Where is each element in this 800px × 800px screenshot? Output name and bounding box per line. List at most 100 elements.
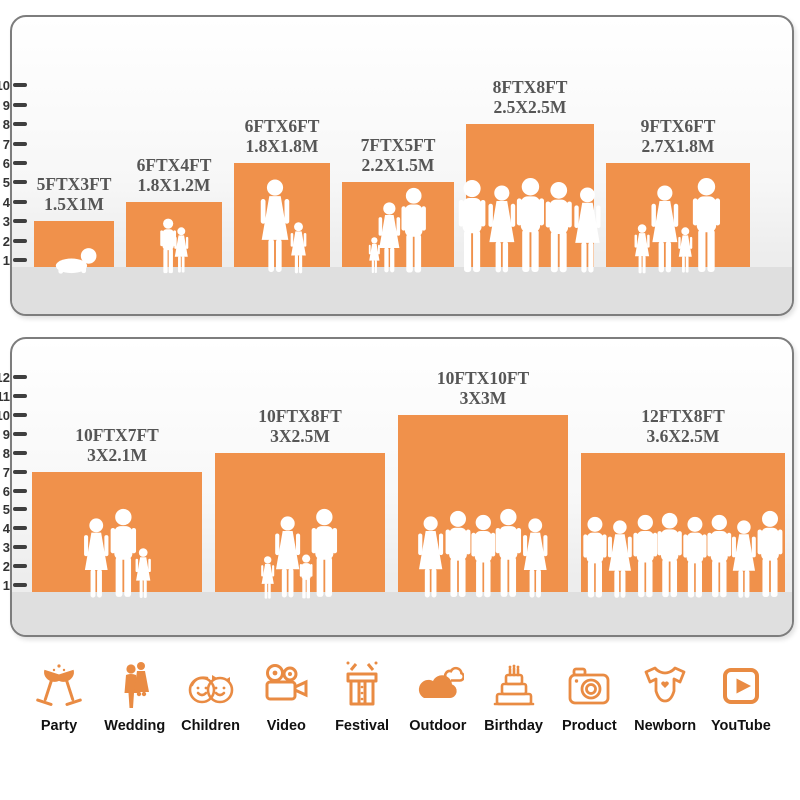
festival-icon [336, 660, 388, 712]
axis-tick-label: 10 [0, 78, 10, 94]
backdrop-size-label-ft: 6FTX6FT [244, 116, 320, 136]
axis-tick-label: 6 [2, 156, 10, 171]
axis-tick [13, 219, 27, 224]
axis-tick [13, 583, 27, 587]
category-label: Outdoor [409, 718, 467, 734]
axis-tick [13, 83, 27, 88]
axis-tick-label: 9 [2, 426, 10, 442]
category-product: Product [556, 660, 622, 734]
backdrop-size-label-m: 3X2.5M [270, 425, 330, 446]
axis-tick-label: 9 [2, 97, 10, 113]
axis-tick-label: 4 [2, 521, 10, 537]
backdrop-size-label: 9FTX6FT 2.7X1.8M [566, 116, 790, 156]
category-outdoor: Outdoor [405, 660, 471, 734]
backdrop-size-label-ft: 12FTX8FT [641, 405, 725, 426]
youtube-icon [715, 660, 767, 712]
woman-silhouette [570, 187, 605, 274]
axis-tick-label: 10 [0, 407, 10, 423]
axis-tick-label: 7 [2, 464, 10, 480]
axis-tick [13, 180, 27, 185]
axis-tick [13, 488, 27, 493]
category-label: Wedding [104, 718, 166, 734]
category-icon-row: Party Wedding Children Video Festival Outdoor… [26, 660, 774, 734]
category-youtube: YouTube [708, 660, 774, 734]
man-silhouette [754, 510, 786, 599]
axis-tick [13, 102, 27, 107]
wedding-icon [109, 660, 161, 712]
panel-floor [12, 592, 792, 635]
axis-tick [13, 199, 27, 204]
backdrop-size-label: 12FTX8FT 3.6X2.5M [541, 406, 800, 446]
people-silhouettes [398, 339, 568, 599]
axis-tick [13, 507, 27, 512]
axis-tick-label: 1 [2, 253, 10, 268]
outdoor-icon [412, 660, 464, 712]
category-label: YouTube [710, 718, 771, 734]
people-silhouettes [32, 339, 202, 599]
backdrop-size-label-m: 1.8X1.2M [137, 174, 211, 195]
girl-silhouette [288, 222, 309, 274]
axis-tick-label: 2 [2, 233, 10, 249]
backdrop-size-label-m: 2.5X2.5M [493, 97, 567, 118]
axis-tick-label: 8 [2, 117, 10, 133]
axis-tick [13, 564, 27, 569]
category-newborn: Newborn [632, 660, 698, 734]
newborn-icon [639, 660, 691, 712]
panel-floor [12, 267, 792, 314]
backdrop-size-label: 6FTX6FT 1.8X1.8M [194, 116, 370, 156]
man-silhouette [308, 508, 341, 599]
category-party: Party [26, 660, 92, 734]
category-label: Birthday [484, 718, 543, 734]
axis-tick [13, 161, 27, 165]
video-icon [260, 660, 312, 712]
backdrop-size-label: 5FTX3FT 1.5X1M [0, 174, 154, 214]
axis-tick-label: 7 [2, 136, 10, 152]
people-silhouettes [581, 339, 785, 599]
axis-tick [13, 258, 27, 262]
category-video: Video [253, 660, 319, 734]
backdrop-size-label-m: 1.8X1.8M [245, 136, 319, 156]
axis-tick [13, 238, 27, 243]
axis-tick-label: 8 [2, 445, 10, 461]
category-children: Children [178, 660, 244, 734]
axis-tick [13, 431, 27, 436]
axis-tick-label: 6 [2, 483, 10, 499]
axis-tick-label: 12 [0, 370, 10, 386]
birthday-icon [488, 660, 540, 712]
woman-silhouette [519, 518, 552, 599]
axis-tick [13, 469, 27, 474]
backdrop-size-label-ft: 8FTX8FT [492, 77, 568, 98]
axis-tick-label: 3 [2, 540, 10, 556]
backdrop-size-label: 8FTX8FT 2.5X2.5M [426, 77, 634, 117]
category-label: Video [266, 718, 306, 734]
axis-tick-label: 3 [2, 214, 10, 230]
backdrop-bar [606, 163, 750, 267]
backdrop-size-label: 10FTX7FT 3X2.1M [0, 425, 242, 465]
backdrop-bar [466, 124, 594, 267]
backdrop-size-label-ft: 5FTX3FT [36, 174, 112, 195]
girl-silhouette [133, 548, 153, 599]
axis-tick-label: 2 [2, 559, 10, 575]
axis-tick-label: 5 [2, 502, 10, 518]
people-silhouettes [606, 17, 750, 274]
backdrop-size-label: 7FTX5FT 2.2X1.5M [302, 135, 494, 175]
people-silhouettes [34, 17, 114, 274]
backdrop-size-label: 10FTX8FT 3X2.5M [175, 406, 425, 446]
axis-tick [13, 375, 27, 380]
girl-silhouette [172, 227, 191, 274]
backdrop-size-label-ft: 10FTX8FT [258, 405, 342, 426]
backdrop-size-label-m: 1.5X1M [44, 194, 104, 215]
product-icon [563, 660, 615, 712]
backdrop-size-label: 6FTX4FT 1.8X1.2M [86, 155, 262, 195]
backdrop-size-label-m: 3X3M [459, 387, 507, 408]
backdrop-size-label-m: 2.2X1.5M [361, 155, 435, 176]
baby-silhouette [48, 247, 100, 274]
category-label: Children [181, 718, 240, 734]
backdrop-size-label: 10FTX10FT 3X3M [358, 368, 608, 408]
backdrop-size-label-ft: 7FTX5FT [360, 135, 436, 156]
size-chart-panel-bottom: 12345678910111210FTX7FT3X2.1M10FTX8FT3X2… [0, 337, 794, 637]
category-label: Party [40, 718, 78, 734]
backdrop-size-label-m: 2.7X1.8M [641, 136, 715, 156]
party-icon [33, 660, 85, 712]
